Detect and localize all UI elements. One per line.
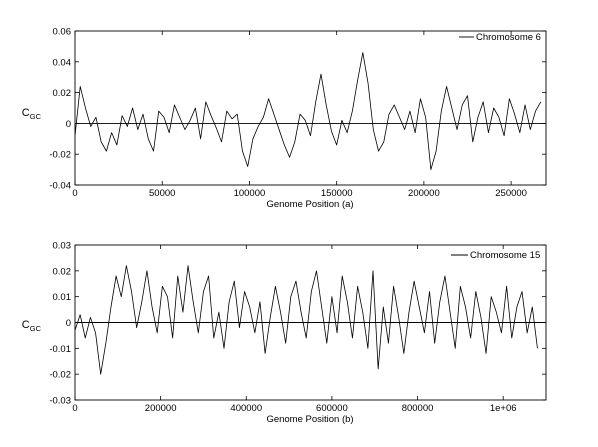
y-axis-title: CGC xyxy=(22,107,42,121)
y-tick-label: 0.02 xyxy=(53,88,72,99)
chart-panel-chromosome-15: CGC Genome Position (b) 0 200000 400000 600… xyxy=(22,241,547,425)
x-tick-label: 0 xyxy=(72,188,77,199)
x-tick-label: 250000 xyxy=(495,188,527,199)
y-tick-label: 0 xyxy=(66,119,71,130)
y-tick-label: -0.01 xyxy=(49,344,71,355)
x-tick-label: 1e+06 xyxy=(490,403,517,414)
x-tick-label: 600000 xyxy=(316,403,348,414)
y-tick-label: -0.02 xyxy=(49,150,71,161)
legend: Chromosome 15 xyxy=(451,250,540,261)
x-tick-label: 200000 xyxy=(408,188,440,199)
x-tick-label: 100000 xyxy=(234,188,266,199)
y-axis-title-subscript: GC xyxy=(30,324,42,333)
x-tick-label: 0 xyxy=(72,403,77,414)
y-axis-title-main: C xyxy=(22,107,30,119)
y-tick-label: 0.02 xyxy=(53,266,72,277)
x-axis-title: Genome Position (b) xyxy=(266,414,353,425)
y-tick-label: 0 xyxy=(66,318,71,329)
y-tick-label: 0.06 xyxy=(53,27,72,38)
x-tick-label: 200000 xyxy=(145,403,177,414)
y-axis-title: CGC xyxy=(22,319,42,333)
y-tick-label: 0.01 xyxy=(53,292,72,303)
y-tick-label: 0.03 xyxy=(53,241,72,252)
y-tick-label: 0.04 xyxy=(53,57,72,68)
y-axis-title-main: C xyxy=(22,319,30,331)
legend-label: Chromosome 15 xyxy=(470,250,540,261)
x-axis-title: Genome Position (a) xyxy=(266,199,353,210)
chart-panel-chromosome-6: CGC Genome Position (a) 0 50000 100000 1500… xyxy=(22,27,547,210)
y-tick-label: -0.04 xyxy=(49,181,71,192)
series-line-0 xyxy=(74,52,542,171)
x-tick-label: 50000 xyxy=(149,188,175,199)
y-tick-label: -0.03 xyxy=(49,396,71,407)
plot-frame xyxy=(74,30,547,186)
x-tick-label: 150000 xyxy=(321,188,353,199)
legend: Chromosome 6 xyxy=(459,32,541,43)
legend-label: Chromosome 6 xyxy=(476,32,541,43)
x-tick-label: 800000 xyxy=(402,403,434,414)
y-tick-label: -0.02 xyxy=(49,370,71,381)
x-tick-label: 400000 xyxy=(230,403,262,414)
y-axis-title-subscript: GC xyxy=(30,112,42,121)
series-line-0 xyxy=(74,265,538,375)
